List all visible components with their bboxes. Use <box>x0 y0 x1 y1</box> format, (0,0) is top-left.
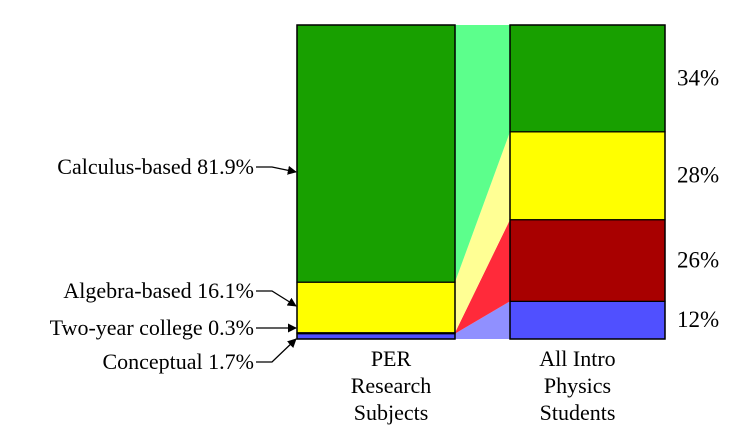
category-label-per-line-3: Subjects <box>354 400 429 425</box>
per-segment-calculus-based <box>296 24 456 283</box>
category-label-all-intro-line-2: Physics <box>544 373 611 398</box>
category-label-all-intro-line-1: All Intro <box>539 346 615 371</box>
connector-bands <box>455 25 510 339</box>
connector-two-year-college <box>455 219 510 334</box>
left-arrow-algebra-based <box>256 290 297 307</box>
connector-algebra-based <box>455 131 510 333</box>
right-label-algebra-based: 28% <box>677 163 719 188</box>
connector-calculus-based <box>455 25 510 283</box>
all-intro-segment-calculus-based <box>509 24 666 133</box>
all-intro-segment-conceptual <box>509 300 666 340</box>
per-segment-algebra-based <box>296 281 456 334</box>
left-arrow-calculus-based <box>256 165 297 175</box>
category-label-per-line-1: PER <box>371 346 412 371</box>
right-label-calculus-based: 34% <box>677 65 719 90</box>
left-label-conceptual: Conceptual 1.7% <box>102 349 254 374</box>
all-intro-segment-algebra-based <box>509 131 666 221</box>
left-annotations: Calculus-based 81.9% Algebra-based 16.1% T… <box>50 154 297 374</box>
right-label-conceptual: 12% <box>677 307 719 332</box>
all-intro-bar-outline <box>509 24 666 340</box>
all-intro-segment-two-year-college <box>509 219 666 302</box>
bar-all-intro-physics-students <box>509 24 666 340</box>
right-label-two-year-college: 26% <box>677 248 719 273</box>
right-annotations: 34% 28% 26% 12% <box>677 65 719 332</box>
left-label-algebra-based: Algebra-based 16.1% <box>63 278 254 303</box>
per-segment-conceptual <box>296 333 456 340</box>
connector-conceptual <box>455 301 510 339</box>
left-label-two-year-college: Two-year college 0.3% <box>50 315 254 340</box>
category-label-per-line-2: Research <box>351 373 432 398</box>
left-label-calculus-based: Calculus-based 81.9% <box>57 154 254 179</box>
category-label-all-intro-line-3: Students <box>540 400 616 425</box>
left-arrow-conceptual <box>256 338 297 363</box>
bar-per-research-subjects <box>296 24 456 340</box>
per-bar-outline <box>296 24 456 340</box>
